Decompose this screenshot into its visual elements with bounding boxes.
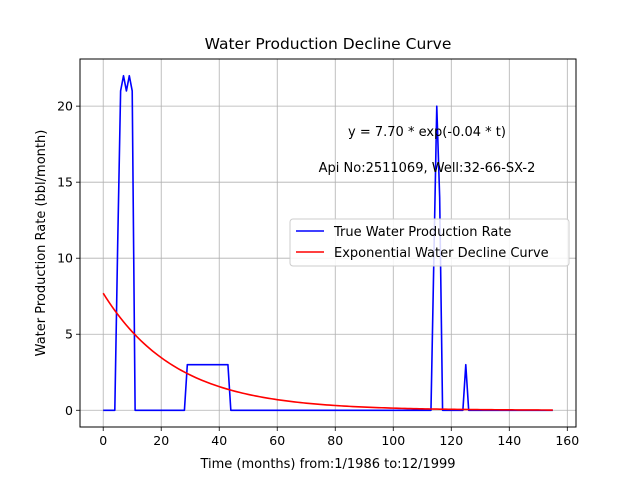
x-tick-label: 120 bbox=[439, 433, 463, 448]
ticks: 0 20 40 60 80 100 120 140 160 0 5 10 15 20 bbox=[57, 99, 579, 448]
x-tick-label: 80 bbox=[327, 433, 343, 448]
x-tick-label: 0 bbox=[99, 433, 107, 448]
well-annotation: Api No:2511069, Well:32-66-SX-2 bbox=[319, 161, 536, 176]
x-tick-label: 100 bbox=[381, 433, 405, 448]
x-axis-label: Time (months) from:1/1986 to:12/1999 bbox=[199, 457, 455, 472]
x-tick-label: 60 bbox=[269, 433, 285, 448]
legend-label-decline-curve: Exponential Water Decline Curve bbox=[334, 246, 549, 261]
series-layer bbox=[102, 74, 553, 412]
x-tick-label: 140 bbox=[497, 433, 521, 448]
legend-box bbox=[289, 218, 570, 267]
series-exponential-water-decline-curve bbox=[102, 292, 553, 411]
legend: True Water Production Rate Exponential W… bbox=[289, 218, 570, 267]
y-tick-label: 15 bbox=[57, 175, 73, 190]
series-true-water-production-rate bbox=[103, 74, 553, 412]
x-tick-label: 40 bbox=[211, 433, 227, 448]
y-axis-label: Water Production Rate (bbl/month) bbox=[34, 130, 49, 357]
y-tick-label: 20 bbox=[57, 99, 73, 114]
y-tick-label: 5 bbox=[65, 327, 73, 342]
equation-annotation: y = 7.70 * exp(-0.04 * t) bbox=[348, 125, 506, 140]
chart-title: Water Production Decline Curve bbox=[205, 35, 452, 53]
x-tick-label: 20 bbox=[153, 433, 169, 448]
x-tick-label: 160 bbox=[555, 433, 579, 448]
legend-label-true-rate: True Water Production Rate bbox=[333, 225, 511, 240]
y-tick-label: 0 bbox=[65, 403, 73, 418]
y-tick-label: 10 bbox=[57, 251, 73, 266]
plot-frame bbox=[79, 58, 577, 428]
